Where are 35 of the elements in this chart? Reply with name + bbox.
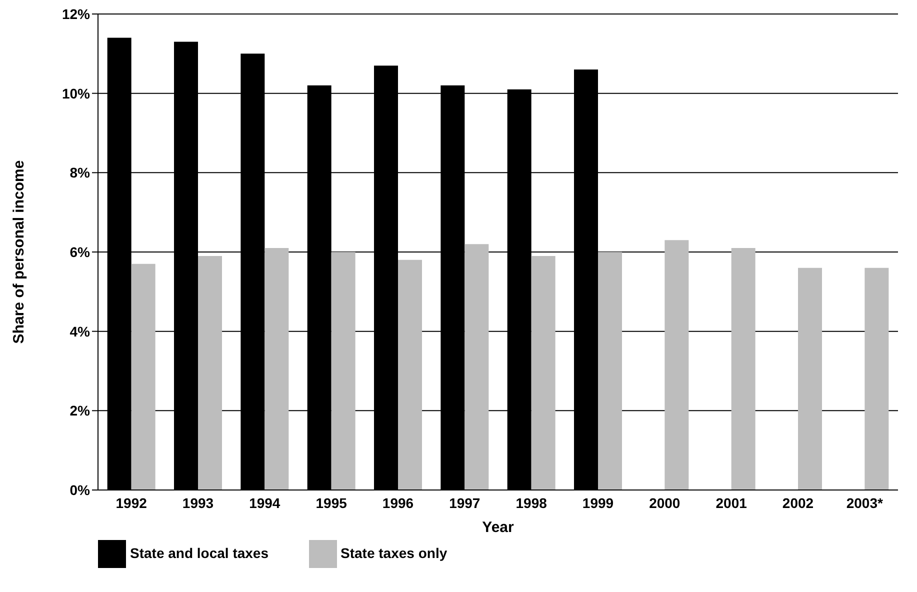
x-tick-label: 1992: [116, 494, 148, 511]
legend-label: State and local taxes: [130, 544, 269, 561]
bar: [731, 248, 756, 490]
y-tick-label: 4%: [70, 323, 91, 340]
x-tick-label: 1999: [582, 494, 614, 511]
x-tick-label: 2003*: [846, 494, 884, 511]
y-tick-label: 0%: [70, 482, 91, 498]
bar: [264, 248, 289, 490]
x-tick-label: 1997: [449, 494, 480, 511]
legend-label: State taxes only: [340, 544, 448, 561]
bar: [131, 264, 156, 490]
x-tick-label: 1995: [316, 494, 348, 511]
x-tick-label: 1993: [182, 494, 214, 511]
bar: [398, 260, 422, 490]
x-tick-label: 2002: [782, 494, 814, 511]
x-tick-label: 1996: [382, 494, 414, 511]
x-tick-label: 1998: [516, 494, 548, 511]
x-tick-label: 1994: [249, 494, 280, 511]
y-tick-label: 12%: [62, 6, 91, 22]
y-axis-title: Share of personal income: [10, 160, 28, 344]
y-tick-label: 2%: [70, 402, 91, 419]
bar: [331, 252, 356, 490]
bar: [531, 256, 556, 490]
x-tick-label: 2000: [649, 494, 680, 511]
bar: [598, 252, 622, 490]
y-tick-label: 8%: [70, 164, 91, 181]
bar: [464, 244, 489, 490]
x-axis-title: Year: [482, 519, 514, 536]
bar: [798, 268, 822, 490]
bar: [864, 268, 889, 490]
y-tick-label: 10%: [62, 85, 91, 102]
bar: [664, 240, 689, 490]
bar: [198, 256, 222, 490]
y-tick-label: 6%: [70, 244, 91, 260]
x-tick-label: 2001: [716, 494, 748, 511]
